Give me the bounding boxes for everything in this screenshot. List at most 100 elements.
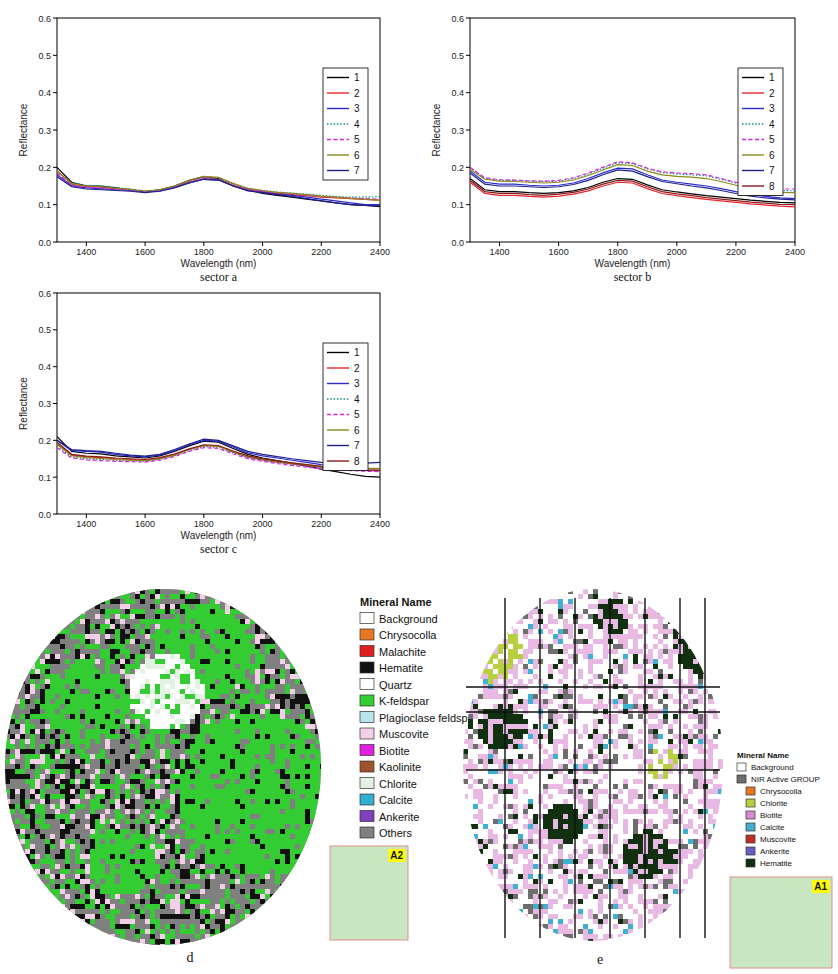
map-pixel xyxy=(85,674,90,679)
map-pixel xyxy=(115,649,120,654)
map-pixel xyxy=(125,684,130,689)
map-pixel xyxy=(110,604,115,609)
map-pixel xyxy=(105,669,110,674)
map-pixel xyxy=(250,639,255,644)
map-pixel xyxy=(100,654,105,659)
map-pixel xyxy=(70,639,75,644)
map-pixel xyxy=(40,604,45,609)
map-pixel xyxy=(270,714,275,719)
map-pixel xyxy=(90,609,95,614)
map-pixel xyxy=(45,624,50,629)
map-pixel xyxy=(125,634,130,639)
map-pixel xyxy=(30,599,35,604)
map-pixel xyxy=(250,644,255,649)
map-pixel xyxy=(100,709,105,714)
map-pixel xyxy=(145,614,150,619)
map-pixel xyxy=(15,699,20,704)
map-pixel xyxy=(180,634,185,639)
map-pixel xyxy=(175,624,180,629)
map-pixel xyxy=(235,629,240,634)
map-pixel xyxy=(80,614,85,619)
map-pixel xyxy=(70,669,75,674)
map-pixel xyxy=(195,619,200,624)
map-pixel xyxy=(175,629,180,634)
map-pixel xyxy=(295,634,300,639)
map-pixel xyxy=(80,644,85,649)
x-tick xyxy=(262,514,263,518)
map-pixel xyxy=(185,644,190,649)
map-pixel xyxy=(80,689,85,694)
map-pixel xyxy=(290,689,295,694)
map-pixel xyxy=(15,639,20,644)
legend-label: 6 xyxy=(769,150,775,161)
y-tick-label: 0.1 xyxy=(451,200,464,210)
x-tick xyxy=(203,242,204,246)
map-pixel xyxy=(5,619,10,624)
map-pixel xyxy=(165,694,170,699)
map-pixel xyxy=(250,669,255,674)
map-pixel xyxy=(70,614,75,619)
map-pixel xyxy=(135,594,140,599)
map-pixel xyxy=(65,654,70,659)
map-pixel xyxy=(190,594,195,599)
map-pixel xyxy=(30,639,35,644)
map-pixel xyxy=(165,589,170,594)
map-pixel xyxy=(300,684,305,689)
y-tick-label: 0.2 xyxy=(451,163,464,173)
map-pixel xyxy=(90,694,95,699)
map-pixel xyxy=(270,724,275,729)
map-pixel xyxy=(40,624,45,629)
map-pixel xyxy=(160,674,165,679)
map-pixel xyxy=(100,594,105,599)
map-pixel xyxy=(70,649,75,654)
map-pixel xyxy=(320,609,325,614)
map-pixel xyxy=(110,634,115,639)
map-pixel xyxy=(270,654,275,659)
map-pixel xyxy=(110,689,115,694)
map-pixel xyxy=(220,639,225,644)
map-pixel xyxy=(315,649,320,654)
map-pixel xyxy=(60,634,65,639)
map-pixel xyxy=(275,634,280,639)
map-pixel xyxy=(55,634,60,639)
map-pixel xyxy=(255,589,260,594)
map-pixel xyxy=(85,649,90,654)
map-pixel xyxy=(120,594,125,599)
map-pixel xyxy=(60,689,65,694)
legend-swatch xyxy=(327,92,349,93)
map-pixel xyxy=(110,589,115,594)
map-pixel xyxy=(180,589,185,594)
map-pixel xyxy=(165,714,170,719)
map-pixel xyxy=(195,589,200,594)
y-tick xyxy=(466,18,470,19)
map-pixel xyxy=(45,664,50,669)
map-pixel xyxy=(145,589,150,594)
map-pixel xyxy=(270,664,275,669)
map-pixel xyxy=(40,689,45,694)
map-pixel xyxy=(250,704,255,709)
map-pixel xyxy=(170,699,175,704)
map-pixel xyxy=(215,624,220,629)
map-pixel xyxy=(305,624,310,629)
plot-frame xyxy=(470,18,795,242)
map-pixel xyxy=(110,619,115,624)
map-pixel xyxy=(235,694,240,699)
map-pixel xyxy=(235,599,240,604)
map-pixel xyxy=(40,724,45,729)
map-pixel xyxy=(160,609,165,614)
map-pixel xyxy=(145,684,150,689)
map-pixel xyxy=(295,589,300,594)
map-pixel xyxy=(75,649,80,654)
map-pixel xyxy=(140,609,145,614)
map-pixel xyxy=(150,719,155,724)
map-pixel xyxy=(80,619,85,624)
map-pixel xyxy=(140,719,145,724)
map-pixel xyxy=(195,594,200,599)
map-pixel xyxy=(255,704,260,709)
map-pixel xyxy=(20,709,25,714)
map-pixel xyxy=(280,649,285,654)
map-pixel xyxy=(75,704,80,709)
map-pixel xyxy=(270,649,275,654)
map-pixel xyxy=(80,639,85,644)
map-pixel xyxy=(95,634,100,639)
